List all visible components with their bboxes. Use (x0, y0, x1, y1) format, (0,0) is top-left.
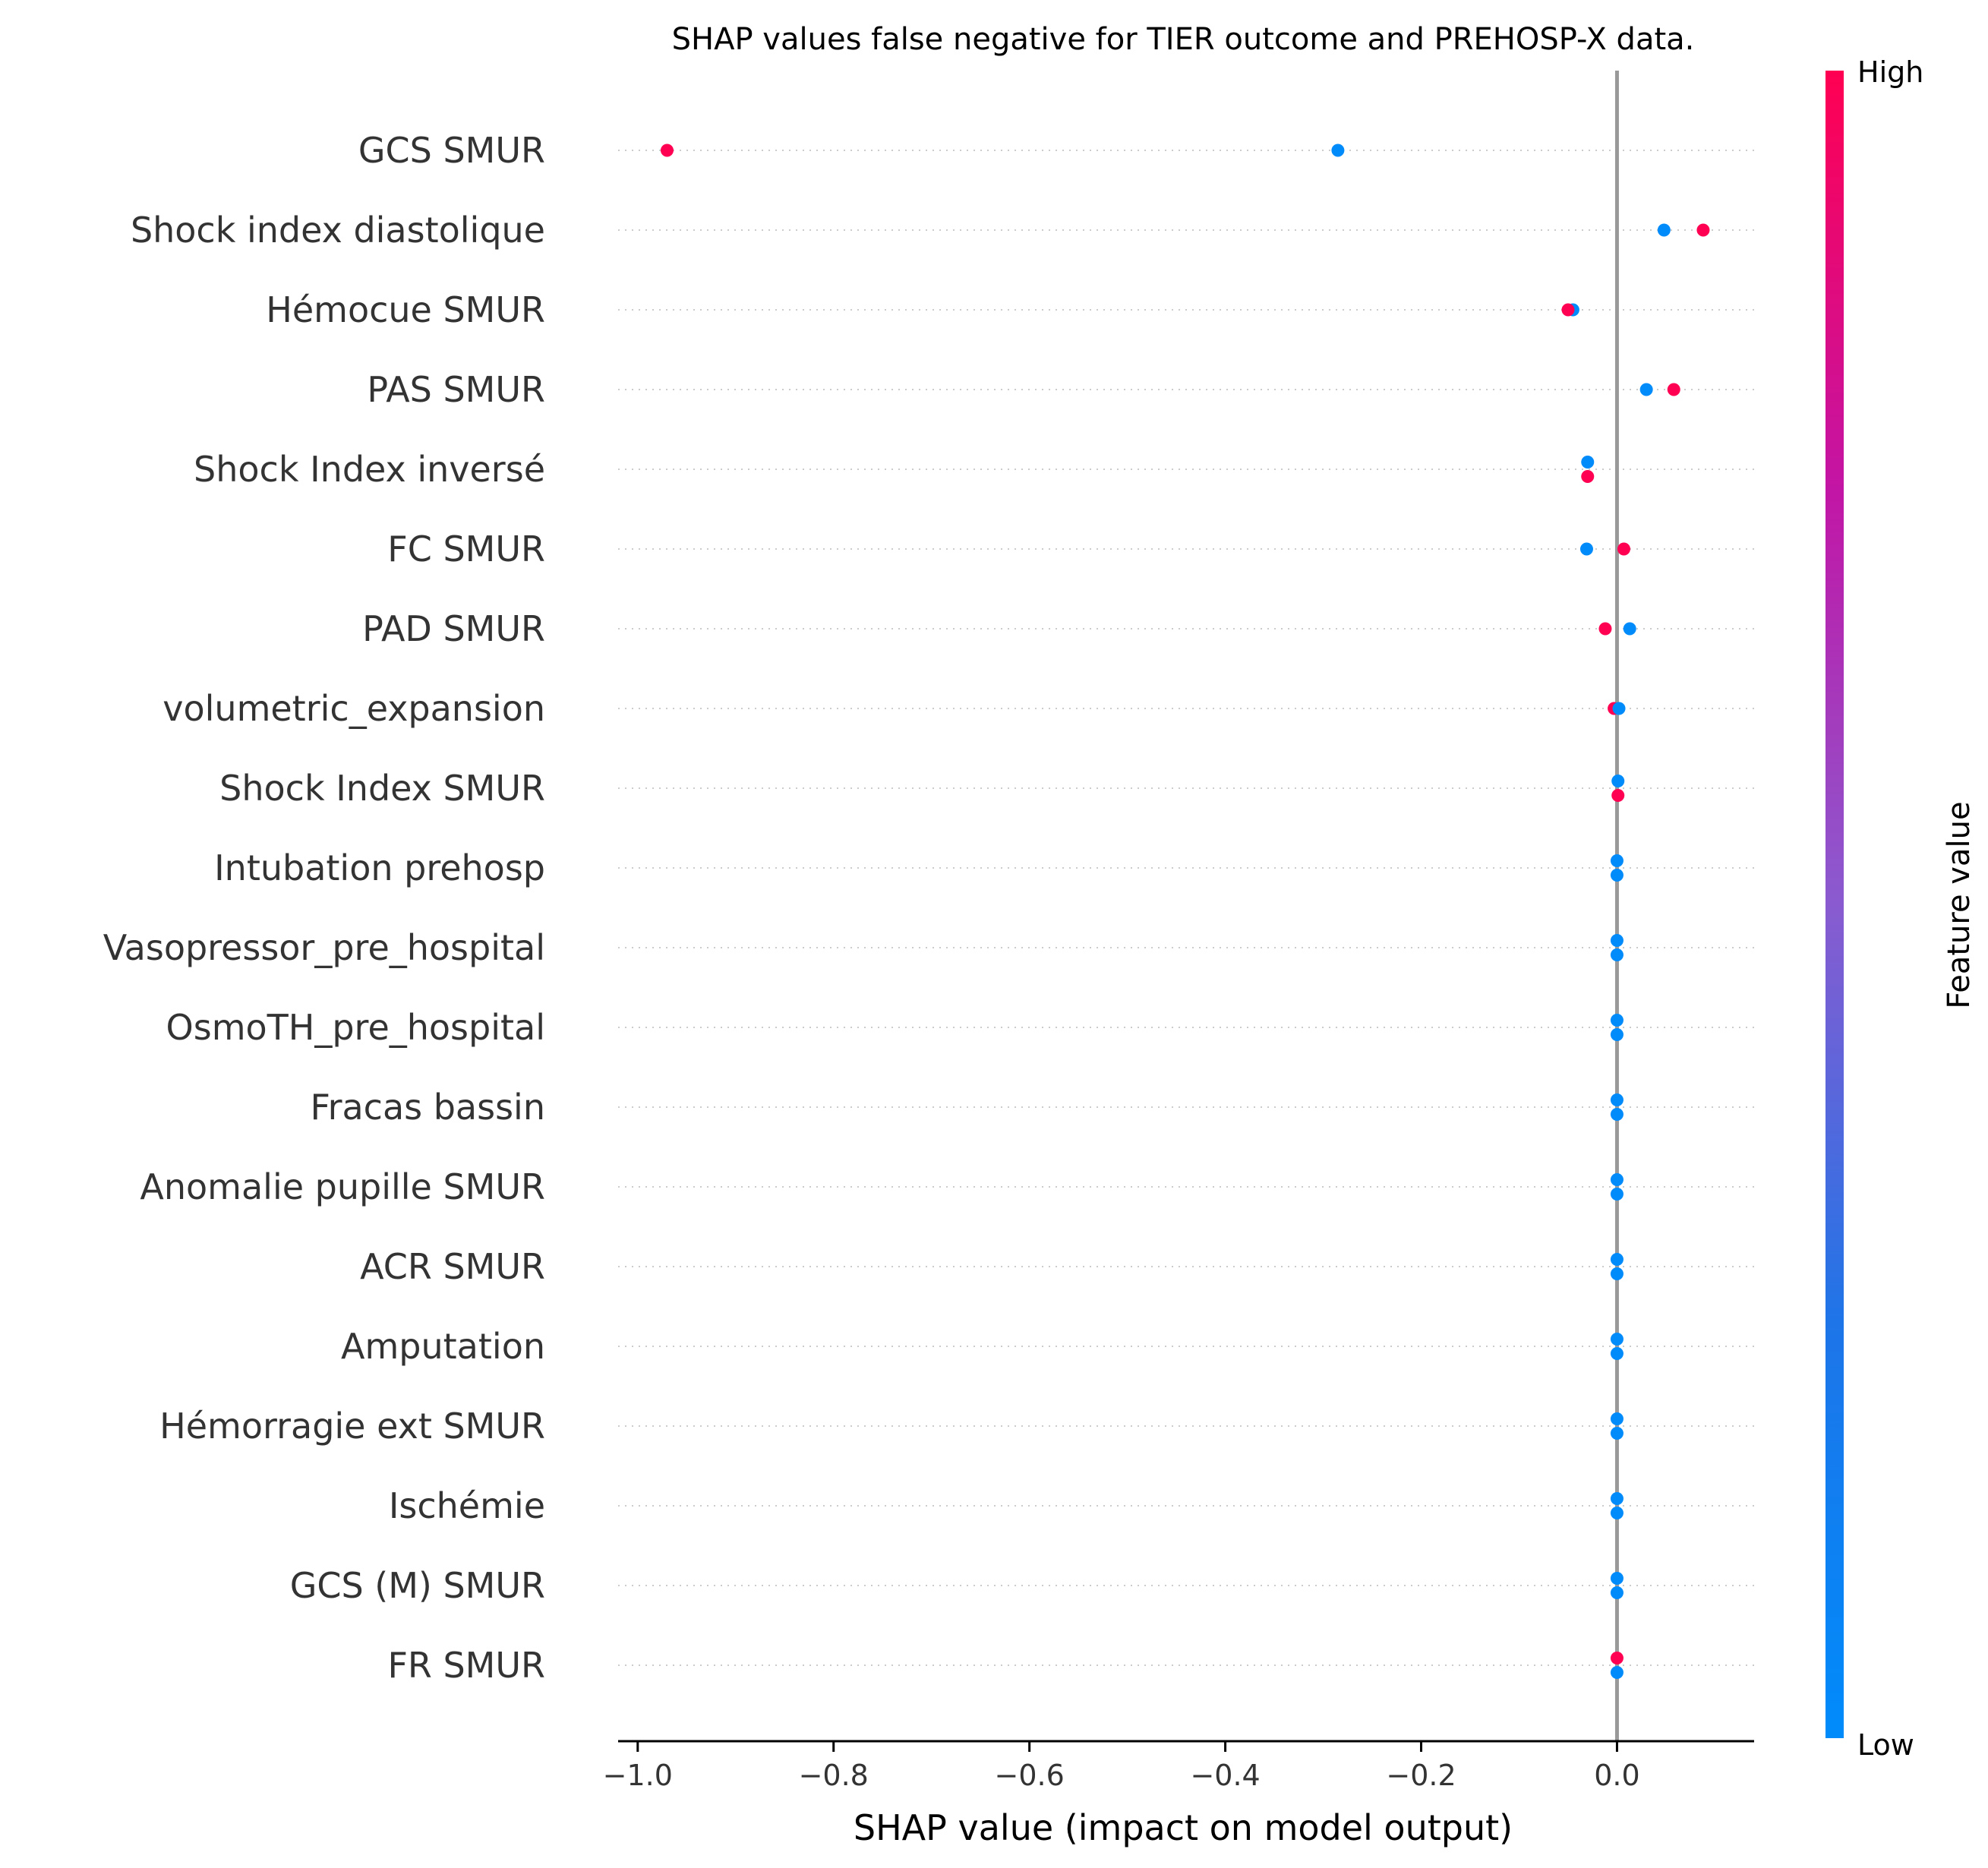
x-axis-ticks: −1.0 −0.8 −0.6 −0.4 −0.2 0.0 (603, 1741, 1640, 1792)
shap-point (1581, 470, 1595, 483)
colorbar-title: Feature value (1942, 801, 1977, 1008)
shap-point (1623, 622, 1636, 636)
x-axis-title: SHAP value (impact on model output) (854, 1807, 1513, 1848)
shap-point (1610, 869, 1624, 882)
shap-point (1579, 542, 1593, 556)
shap-point (1696, 223, 1710, 237)
shap-point (1610, 1173, 1624, 1186)
shap-point (1598, 622, 1612, 636)
x-tick-label: −0.2 (1386, 1759, 1456, 1792)
shap-point (1610, 934, 1624, 947)
feature-label: Ischémie (389, 1485, 545, 1526)
shap-point (1610, 1492, 1624, 1505)
shap-point (1610, 1412, 1624, 1425)
feature-label: Intubation prehosp (214, 847, 545, 888)
shap-point (1610, 1014, 1624, 1027)
feature-label: Shock Index inversé (194, 449, 545, 490)
shap-point (1610, 1108, 1624, 1121)
shap-point (1617, 542, 1630, 556)
feature-label: Vasopressor_pre_hospital (103, 927, 545, 968)
shap-point (1610, 1093, 1624, 1106)
shap-point (1639, 383, 1653, 396)
feature-label: Fracas bassin (310, 1087, 545, 1128)
shap-point (1610, 1188, 1624, 1201)
shap-point (1610, 1666, 1624, 1679)
shap-point (1612, 702, 1626, 715)
shap-point (1610, 1652, 1624, 1664)
feature-label: Shock Index SMUR (219, 768, 545, 809)
shap-point (1657, 223, 1671, 237)
chart-title: SHAP values false negative for TIER outc… (672, 22, 1695, 57)
x-tick-label: 0.0 (1594, 1759, 1639, 1792)
shap-point (1581, 456, 1595, 469)
shap-point (1610, 1572, 1624, 1585)
shap-point (1610, 948, 1624, 961)
shap-point (1610, 1267, 1624, 1280)
feature-label: Shock index diastolique (131, 210, 545, 251)
feature-labels: GCS SMUR Shock index diastolique Hémocue … (103, 130, 545, 1686)
shap-point (1610, 1333, 1624, 1346)
feature-label: PAS SMUR (367, 369, 545, 410)
feature-label: Amputation (341, 1326, 545, 1367)
shap-point (1561, 303, 1575, 317)
feature-label: Hémocue SMUR (266, 289, 545, 330)
shap-point (1610, 1253, 1624, 1266)
shap-point (1611, 775, 1625, 787)
feature-grid-lines (618, 150, 1754, 1666)
shap-point (1610, 854, 1624, 867)
feature-label: FR SMUR (387, 1645, 545, 1686)
feature-label: GCS (M) SMUR (290, 1565, 545, 1606)
colorbar-high-label: High (1857, 55, 1923, 89)
x-tick-label: −0.6 (995, 1759, 1065, 1792)
x-tick-label: −0.4 (1190, 1759, 1260, 1792)
shap-point (1610, 1427, 1624, 1440)
shap-point (660, 144, 674, 157)
feature-label: ACR SMUR (360, 1246, 545, 1287)
shap-point (1611, 789, 1625, 802)
shap-points (660, 144, 1710, 1679)
x-tick-label: −0.8 (799, 1759, 869, 1792)
feature-label: PAD SMUR (362, 608, 545, 649)
shap-point (1610, 1028, 1624, 1041)
x-tick-label: −1.0 (603, 1759, 673, 1792)
feature-label: Hémorragie ext SMUR (159, 1406, 545, 1447)
feature-label: volumetric_expansion (163, 688, 545, 729)
feature-label: FC SMUR (387, 529, 545, 570)
shap-point (1610, 1347, 1624, 1360)
shap-point (1610, 1507, 1624, 1519)
shap-point (1610, 1586, 1624, 1599)
feature-label: Anomalie pupille SMUR (140, 1166, 545, 1207)
shap-point (1667, 383, 1680, 396)
colorbar-low-label: Low (1857, 1728, 1914, 1762)
feature-label: GCS SMUR (358, 130, 545, 171)
colorbar (1825, 71, 1844, 1738)
feature-label: OsmoTH_pre_hospital (166, 1007, 545, 1048)
shap-point (1331, 144, 1345, 157)
